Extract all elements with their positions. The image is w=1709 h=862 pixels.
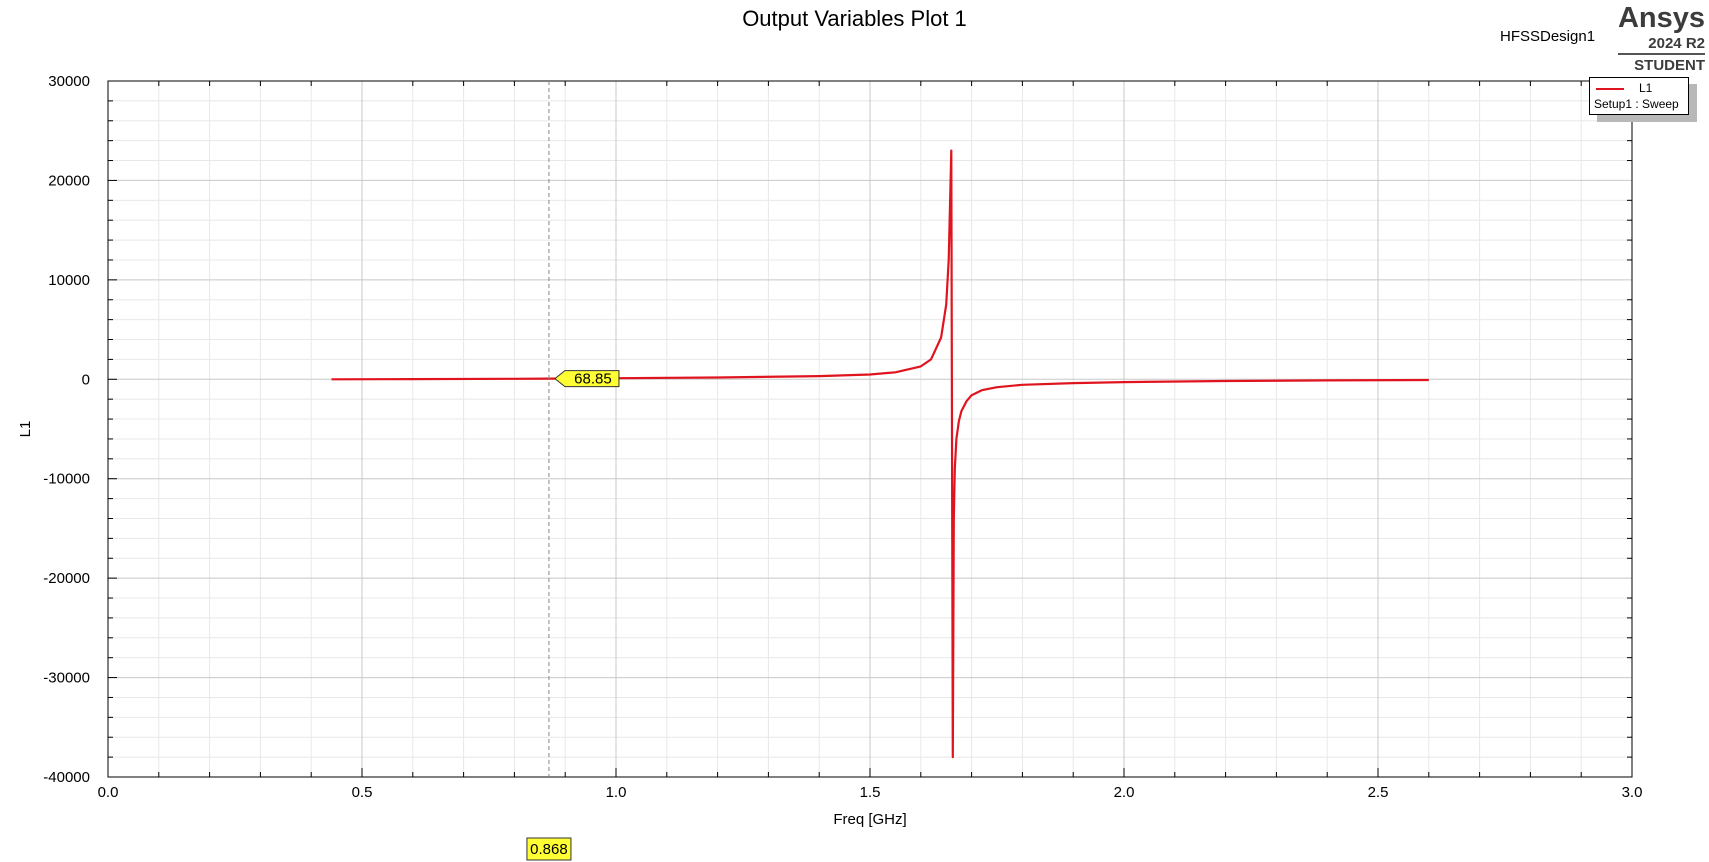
y-tick-label: 20000 [48, 172, 90, 189]
marker-value-flag[interactable] [554, 370, 620, 388]
legend-swatch [1596, 88, 1624, 90]
design-name: HFSSDesign1 [1500, 28, 1596, 45]
y-tick-label: -30000 [43, 670, 90, 687]
brand-name: Ansys [1617, 2, 1705, 34]
series-layer [331, 149, 1429, 759]
y-tick-label: -10000 [43, 471, 90, 488]
legend[interactable]: L1 Setup1 : Sweep [1589, 77, 1689, 115]
brand-edition: STUDENT [1634, 57, 1705, 74]
tick-labels: 0.0 0.5 1.0 1.5 2.0 2.5 3.0 30000 20000 10000 0 -10… [43, 73, 1642, 801]
legend-setup: Setup1 : Sweep [1594, 97, 1679, 111]
y-tick-label: -40000 [43, 769, 90, 786]
marker-x-box[interactable] [526, 837, 572, 861]
grid [107, 80, 1633, 778]
axis-ticks [107, 80, 1633, 778]
y-axis-label: L1 [17, 421, 34, 438]
brand-logo: Ansys 2024 R2 STUDENT [1617, 2, 1705, 74]
x-tick-label: 3.0 [1622, 784, 1643, 801]
brand-version: 2024 R2 [1617, 34, 1705, 55]
legend-series-name: L1 [1639, 81, 1653, 95]
marker-value-label: 68.85 [574, 371, 612, 388]
x-tick-label: 1.0 [606, 784, 627, 801]
y-tick-label: 10000 [48, 272, 90, 289]
x-tick-label: 0.0 [98, 784, 119, 801]
y-tick-label: 0 [82, 371, 90, 388]
x-tick-label: 0.5 [352, 784, 373, 801]
y-tick-label: 30000 [48, 73, 90, 90]
series-line-l1 [331, 149, 1429, 759]
y-tick-label: -20000 [43, 570, 90, 587]
marker-x-label: 0.868 [530, 841, 568, 858]
x-axis-label: Freq [GHz] [833, 811, 906, 828]
x-tick-label: 2.0 [1114, 784, 1135, 801]
x-tick-label: 2.5 [1368, 784, 1389, 801]
marker-layer[interactable]: 68.85 0.868 [526, 81, 620, 861]
plot-title: Output Variables Plot 1 [742, 6, 967, 31]
x-tick-label: 1.5 [860, 784, 881, 801]
